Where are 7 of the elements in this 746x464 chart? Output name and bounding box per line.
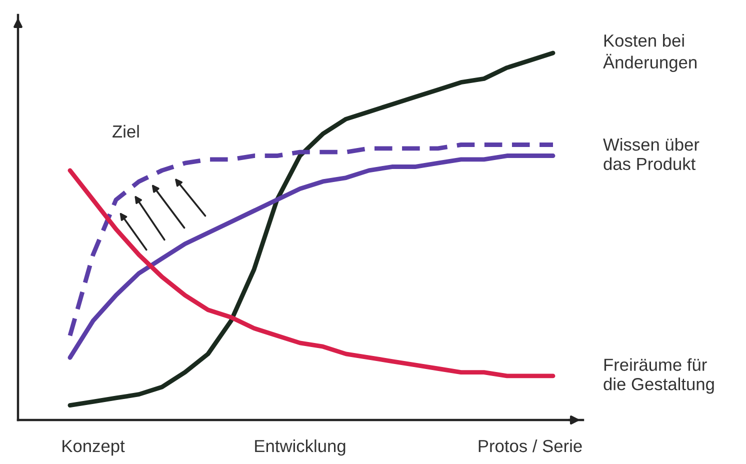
text: Kosten bei Änderungen bbox=[603, 34, 696, 72]
annotation: Ziel bbox=[112, 124, 139, 138]
x-tick-label: Entwicklung bbox=[255, 439, 346, 456]
x-tick-label: Konzept bbox=[62, 440, 125, 456]
text: Freiräume für die Gestaltung bbox=[604, 358, 714, 394]
text: Wissen über das Produkt bbox=[603, 138, 700, 170]
x-tick-label: Protos / Serie bbox=[478, 439, 582, 452]
